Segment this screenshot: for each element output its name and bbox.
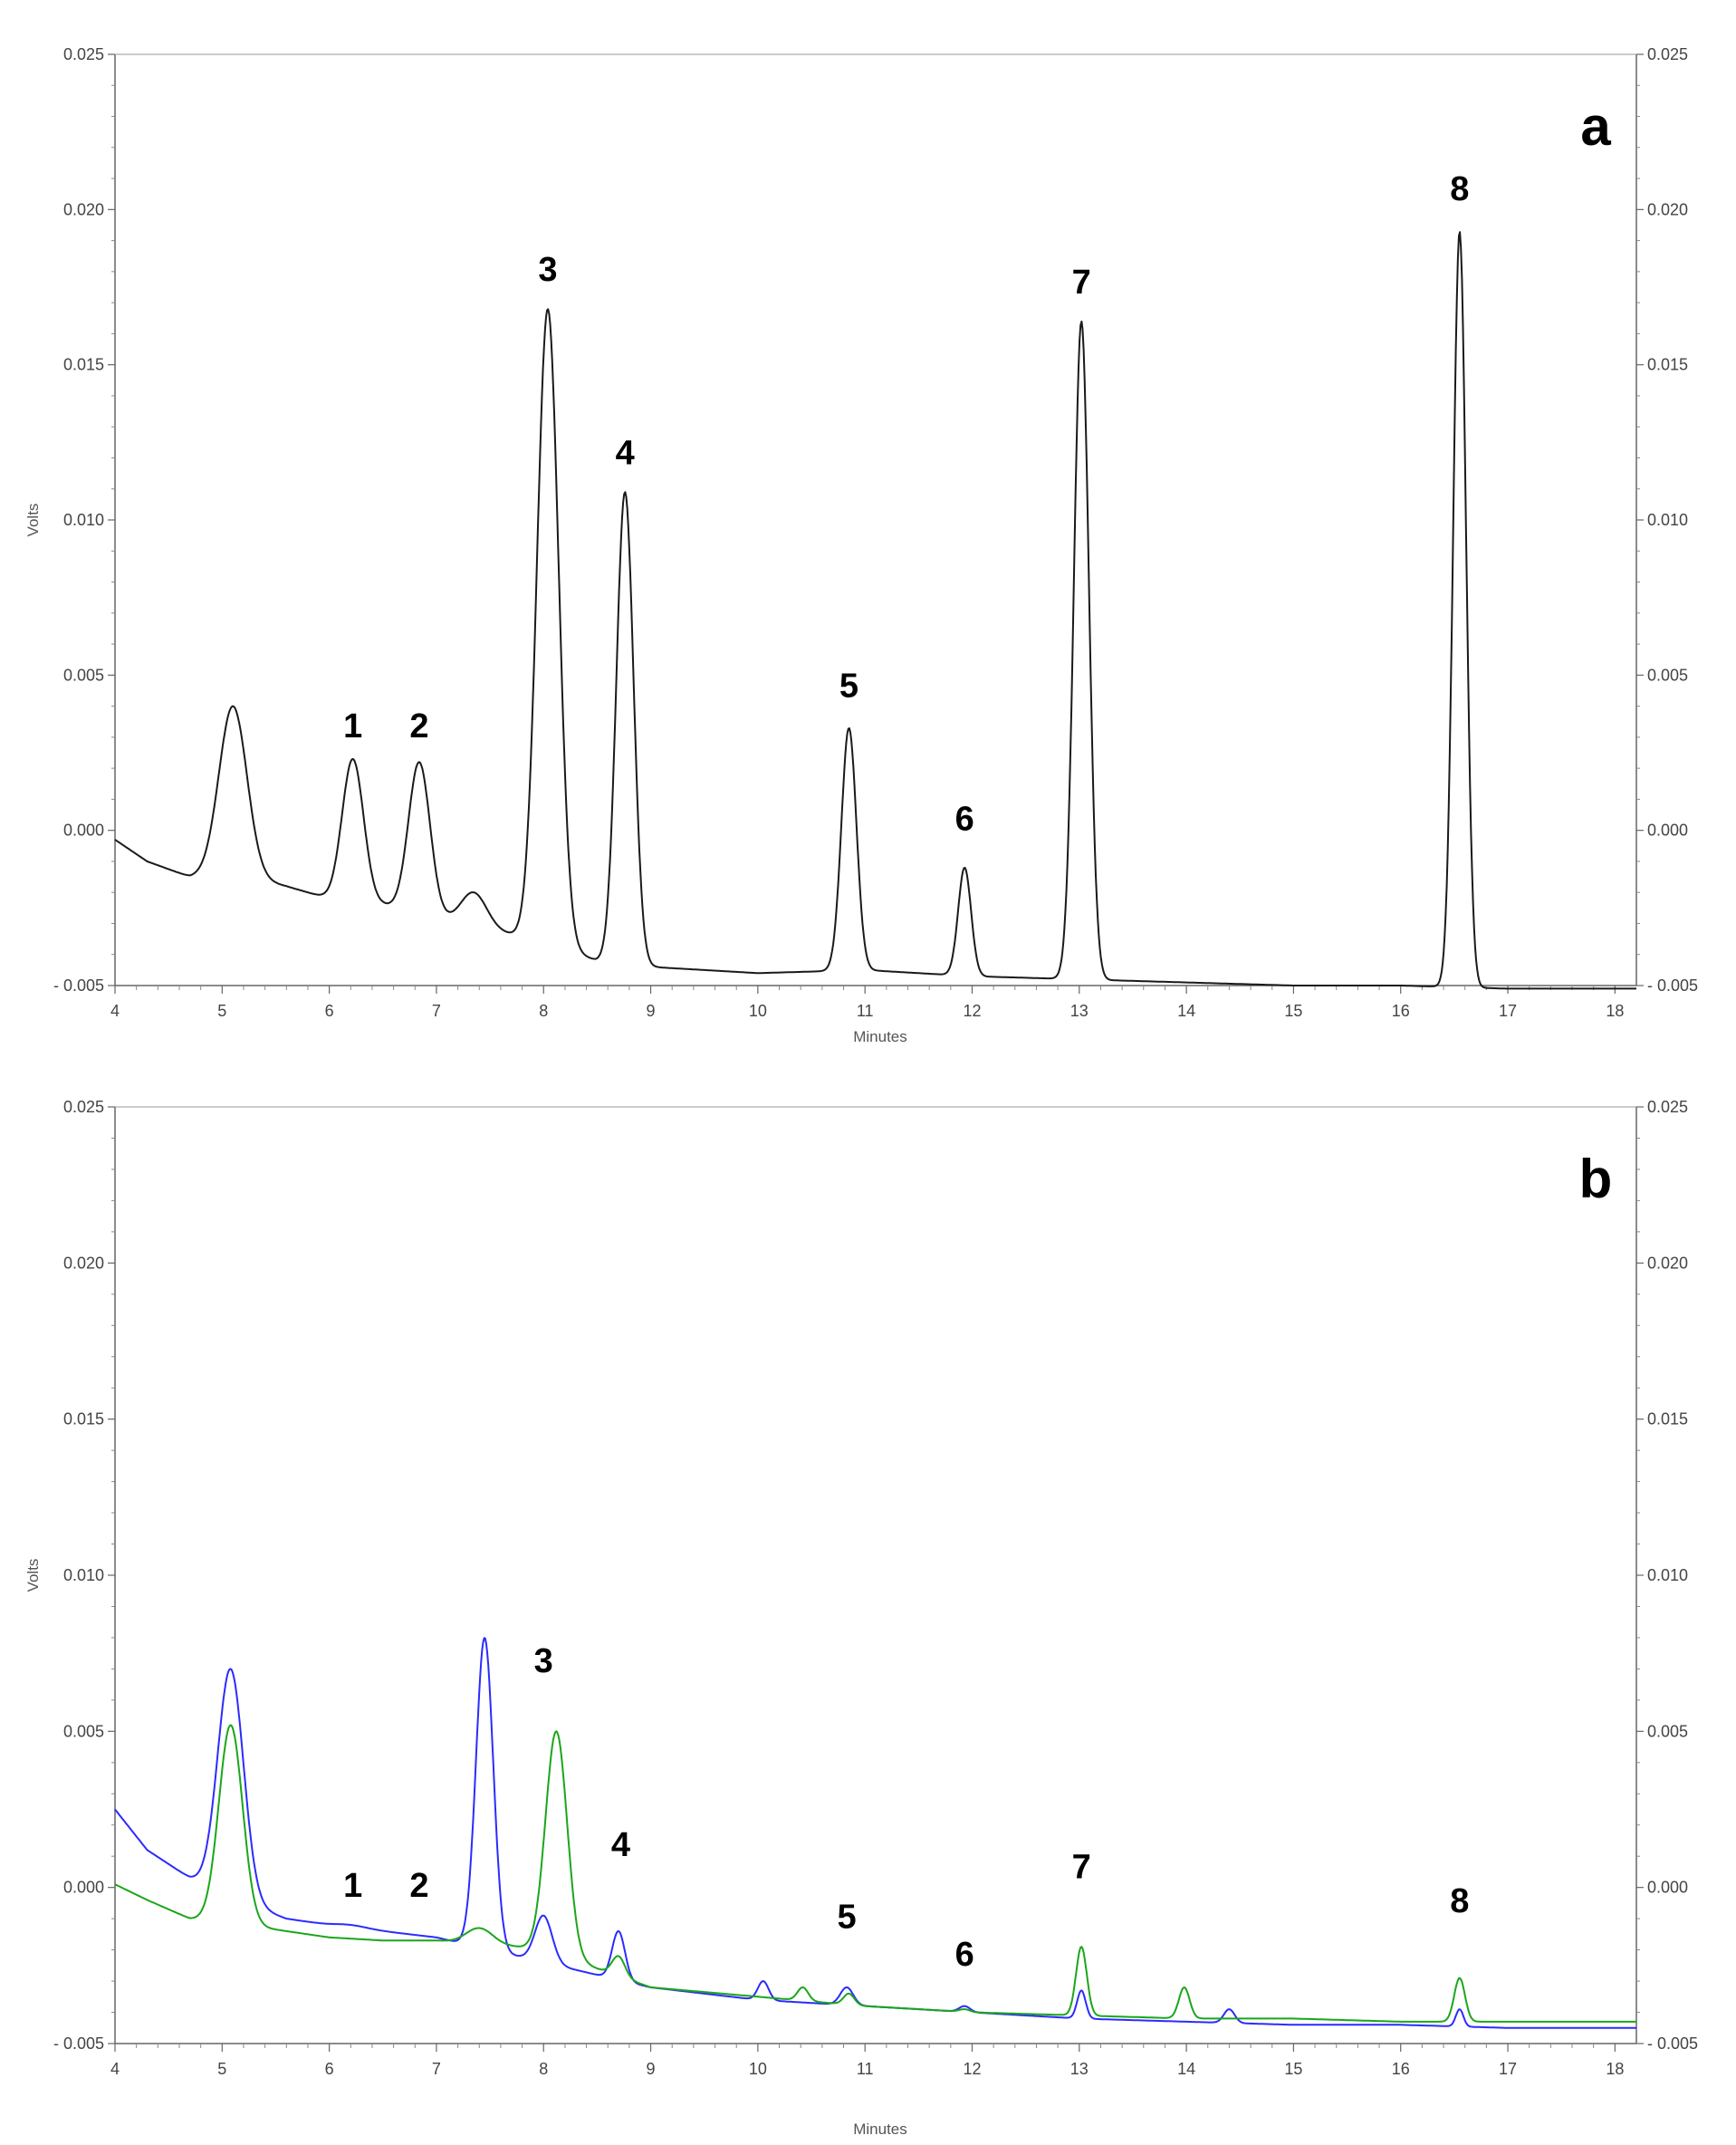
y-tick-label-left: 0.005 [63,666,104,684]
y-tick-label-right: 0.005 [1647,1722,1688,1740]
y-tick-label-left: 0.015 [63,356,104,374]
peak-label: 1 [343,707,362,745]
x-tick-label: 16 [1392,2060,1410,2078]
peak-label: 1 [343,1867,362,1905]
panel-letter: a [1580,96,1611,157]
x-tick-label: 16 [1392,1002,1410,1020]
x-tick-label: 6 [325,2060,334,2078]
x-tick-label: 10 [749,2060,767,2078]
peak-label: 4 [616,434,635,472]
y-tick-label-left: 0.020 [63,1254,104,1272]
trace-series-1 [114,1637,1636,2029]
peak-label: 4 [611,1826,630,1864]
x-tick-label: 18 [1606,2060,1624,2078]
y-tick-label-left: 0.010 [63,1566,104,1584]
x-tick-label: 8 [539,1002,548,1020]
peak-label: 8 [1450,170,1469,208]
panel-b-chart: - 0.005 - 0.005 0.000 0.000 0.005 0.005 0.010 0… [24,1098,1698,2138]
trace-series-2 [114,1724,1636,2023]
y-tick-label-left: 0.020 [63,200,104,218]
x-tick-label: 11 [857,1002,874,1020]
panel-a-chart: - 0.005 - 0.005 0.000 0.000 0.005 0.005 0.010 0… [24,45,1698,1045]
x-tick-label: 17 [1499,2060,1517,2078]
panel-letter: b [1579,1149,1613,1209]
y-tick-label-left: - 0.005 [53,976,104,995]
x-tick-label: 12 [963,2060,981,2078]
x-tick-label: 4 [110,2060,120,2078]
x-tick-label: 7 [432,1002,441,1020]
x-tick-label: 10 [749,1002,767,1020]
y-tick-label-right: 0.000 [1647,822,1688,840]
peak-label: 5 [837,1898,856,1936]
peak-label: 2 [409,1867,428,1905]
x-tick-label: 14 [1177,2060,1195,2078]
y-tick-label-left: - 0.005 [53,2034,104,2053]
y-tick-label-right: - 0.005 [1647,976,1698,995]
x-tick-label: 13 [1070,2060,1089,2078]
y-tick-label-left: 0.000 [63,822,104,840]
x-tick-label: 13 [1070,1002,1089,1020]
x-tick-label: 4 [110,1002,120,1020]
y-axis-title: Volts [24,504,42,537]
x-tick-label: 9 [647,1002,656,1020]
y-tick-label-right: 0.020 [1647,200,1688,218]
y-tick-label-right: 0.015 [1647,1410,1688,1428]
x-tick-label: 14 [1177,1002,1195,1020]
x-tick-label: 6 [325,1002,334,1020]
x-tick-label: 15 [1284,2060,1302,2078]
y-tick-label-left: 0.010 [63,511,104,529]
y-tick-label-right: 0.005 [1647,666,1688,684]
y-tick-label-right: 0.025 [1647,45,1688,63]
x-tick-label: 7 [432,2060,441,2078]
x-tick-label: 17 [1499,1002,1517,1020]
y-tick-label-right: 0.010 [1647,1566,1688,1584]
y-tick-label-right: 0.000 [1647,1879,1688,1897]
trace-series-1 [114,231,1636,990]
y-tick-label-right: 0.025 [1647,1098,1688,1116]
y-tick-label-left: 0.025 [63,1098,104,1116]
peak-label: 7 [1072,1848,1091,1886]
peak-label: 6 [955,801,974,839]
y-tick-label-left: 0.000 [63,1879,104,1897]
y-axis-title: Volts [24,1559,42,1592]
peak-label: 3 [534,1642,553,1680]
peak-label: 8 [1450,1882,1469,1920]
x-tick-label: 18 [1606,1002,1624,1020]
y-tick-label-left: 0.025 [63,45,104,63]
y-tick-label-right: - 0.005 [1647,2034,1698,2053]
x-tick-label: 9 [647,2060,656,2078]
peak-label: 5 [839,667,858,705]
peak-label: 3 [538,251,557,289]
x-tick-label: 5 [217,1002,226,1020]
x-axis-title: Minutes [853,1028,907,1045]
x-tick-label: 5 [217,2060,226,2078]
x-tick-label: 11 [857,2060,874,2078]
x-tick-label: 12 [963,1002,981,1020]
y-tick-label-right: 0.020 [1647,1254,1688,1272]
peak-label: 6 [955,1936,974,1974]
y-tick-label-left: 0.015 [63,1410,104,1428]
x-axis-title: Minutes [853,2121,907,2138]
y-tick-label-right: 0.010 [1647,511,1688,529]
x-tick-label: 15 [1284,1002,1302,1020]
y-tick-label-left: 0.005 [63,1722,104,1740]
x-tick-label: 8 [539,2060,548,2078]
peak-label: 7 [1072,264,1091,302]
y-tick-label-right: 0.015 [1647,356,1688,374]
peak-label: 2 [409,707,428,745]
